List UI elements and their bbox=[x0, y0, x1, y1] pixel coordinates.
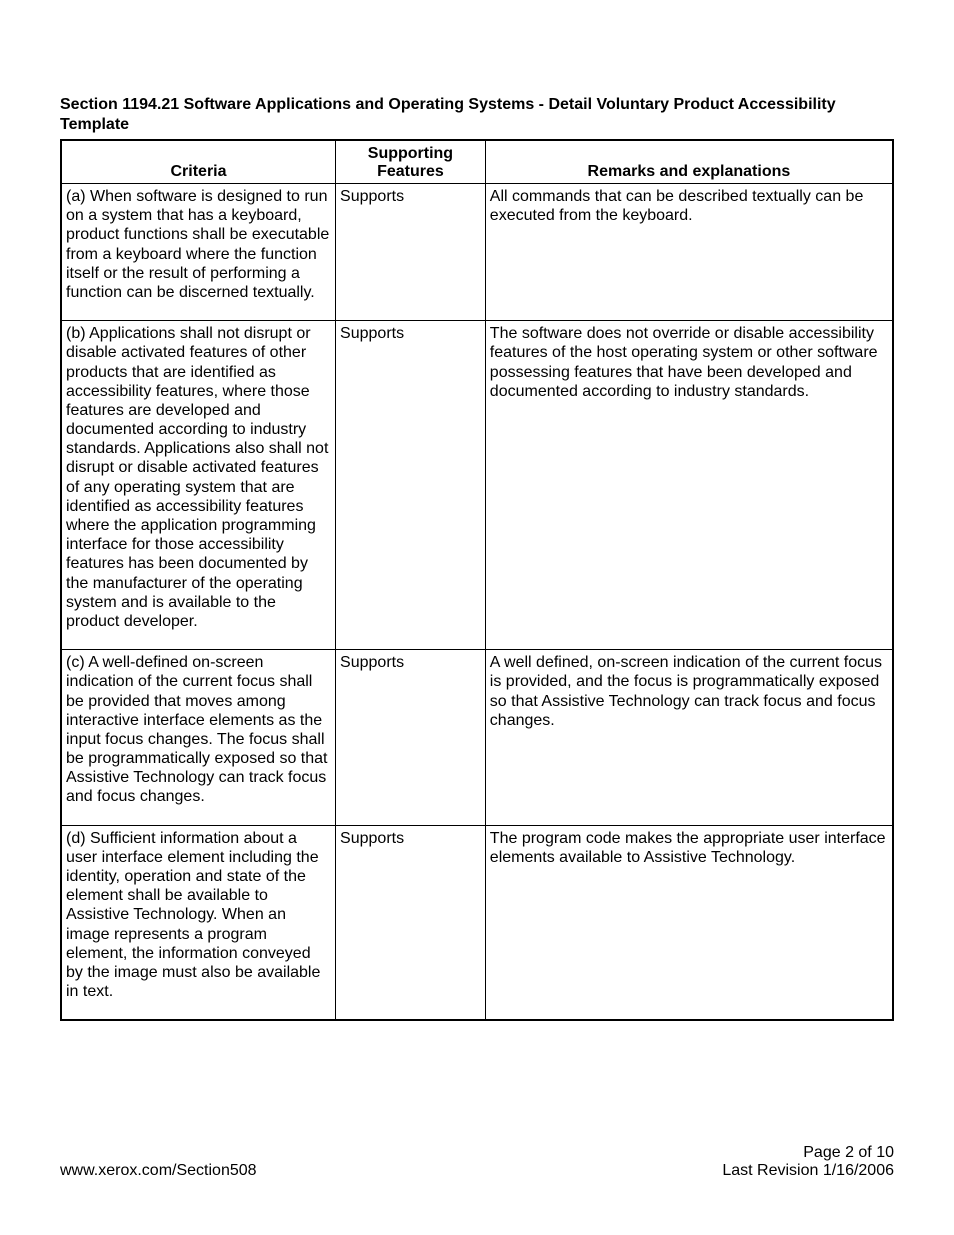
col-header-support: Supporting Features bbox=[336, 140, 486, 184]
cell-criteria: (b) Applications shall not disrupt or di… bbox=[61, 321, 336, 650]
cell-remarks: All commands that can be described textu… bbox=[485, 184, 893, 321]
footer-right: Page 2 of 10 Last Revision 1/16/2006 bbox=[722, 1144, 894, 1180]
table-row: (b) Applications shall not disrupt or di… bbox=[61, 321, 893, 650]
table-row: (c) A well-defined on-screen indication … bbox=[61, 650, 893, 826]
cell-support: Supports bbox=[336, 650, 486, 826]
document-page: Section 1194.21 Software Applications an… bbox=[0, 0, 954, 1235]
cell-remarks: A well defined, on-screen indication of … bbox=[485, 650, 893, 826]
cell-criteria: (a) When software is designed to run on … bbox=[61, 184, 336, 321]
cell-criteria: (c) A well-defined on-screen indication … bbox=[61, 650, 336, 826]
section-title: Section 1194.21 Software Applications an… bbox=[60, 95, 894, 135]
footer-url: www.xerox.com/Section508 bbox=[60, 1162, 257, 1180]
table-row: (a) When software is designed to run on … bbox=[61, 184, 893, 321]
table-row: (d) Sufficient information about a user … bbox=[61, 825, 893, 1020]
footer-revision: Last Revision 1/16/2006 bbox=[722, 1162, 894, 1180]
cell-support: Supports bbox=[336, 825, 486, 1020]
cell-support: Supports bbox=[336, 321, 486, 650]
table-header-row: Criteria Supporting Features Remarks and… bbox=[61, 140, 893, 184]
cell-criteria: (d) Sufficient information about a user … bbox=[61, 825, 336, 1020]
cell-remarks: The program code makes the appropriate u… bbox=[485, 825, 893, 1020]
col-header-remarks: Remarks and explanations bbox=[485, 140, 893, 184]
col-header-criteria: Criteria bbox=[61, 140, 336, 184]
vpat-table: Criteria Supporting Features Remarks and… bbox=[60, 139, 894, 1021]
page-footer: www.xerox.com/Section508 Page 2 of 10 La… bbox=[60, 1144, 894, 1180]
cell-remarks: The software does not override or disabl… bbox=[485, 321, 893, 650]
cell-support: Supports bbox=[336, 184, 486, 321]
footer-page: Page 2 of 10 bbox=[722, 1144, 894, 1162]
